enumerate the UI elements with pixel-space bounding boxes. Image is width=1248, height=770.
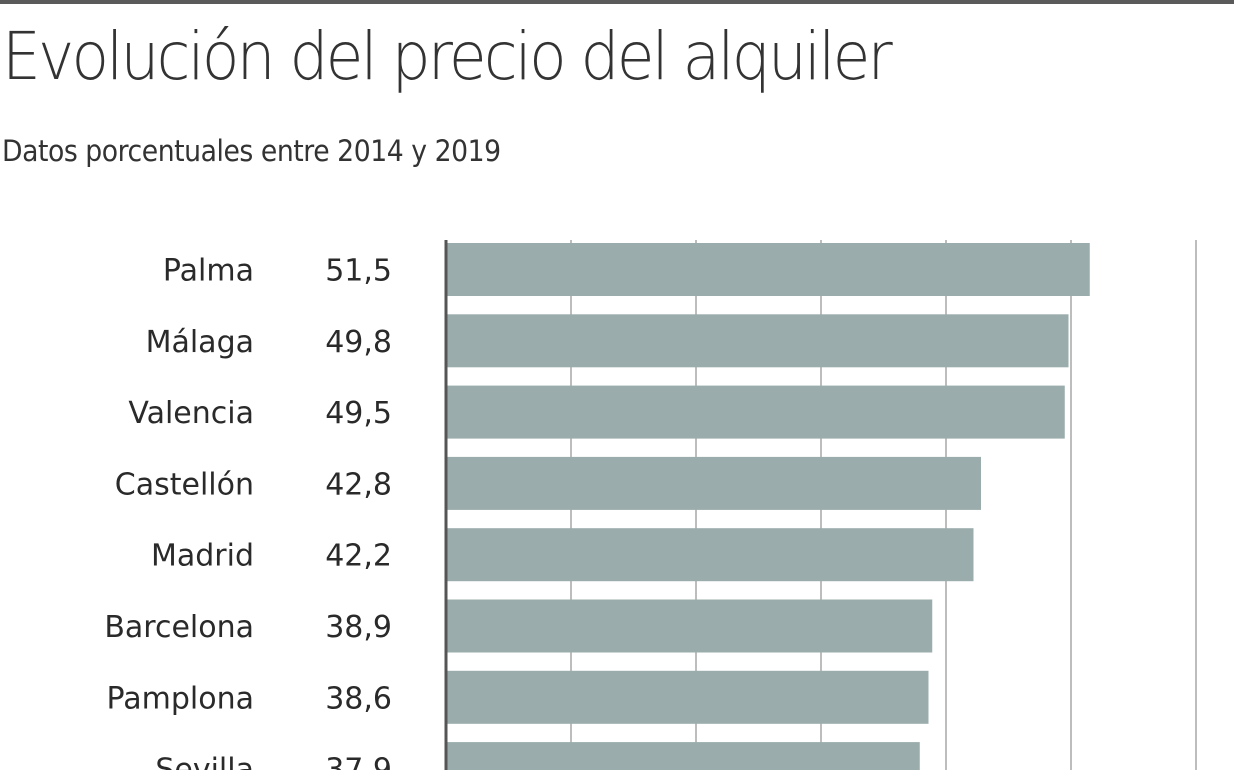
- value-label: 38,9: [325, 610, 392, 645]
- bar-valencia: [446, 385, 1065, 439]
- bar-málaga: [446, 314, 1069, 368]
- category-label: Valencia: [128, 396, 254, 431]
- value-label: 49,8: [325, 325, 392, 360]
- category-label: Castellón: [115, 467, 254, 502]
- category-label: Barcelona: [104, 610, 254, 645]
- top-rule: [0, 0, 1234, 4]
- value-label: 42,8: [325, 467, 392, 502]
- bar-sevilla: [446, 742, 920, 770]
- bar-pamplona: [446, 670, 929, 724]
- category-label: Madrid: [151, 539, 254, 574]
- category-label: Pamplona: [107, 681, 254, 716]
- bar-barcelona: [446, 599, 933, 653]
- value-label: 37,9: [325, 753, 392, 770]
- bar-palma: [446, 243, 1090, 296]
- bar-castellón: [446, 456, 981, 510]
- value-label: 42,2: [325, 539, 392, 574]
- value-label: 38,6: [325, 681, 392, 716]
- chart-subtitle: Datos porcentuales entre 2014 y 2019: [2, 134, 501, 168]
- value-label: 51,5: [325, 254, 392, 289]
- chart-title: Evolución del precio del alquiler: [2, 18, 893, 95]
- category-label: Palma: [163, 254, 254, 289]
- category-label: Sevilla: [155, 753, 254, 770]
- bar-madrid: [446, 528, 974, 582]
- category-label: Málaga: [146, 325, 254, 360]
- value-label: 49,5: [325, 396, 392, 431]
